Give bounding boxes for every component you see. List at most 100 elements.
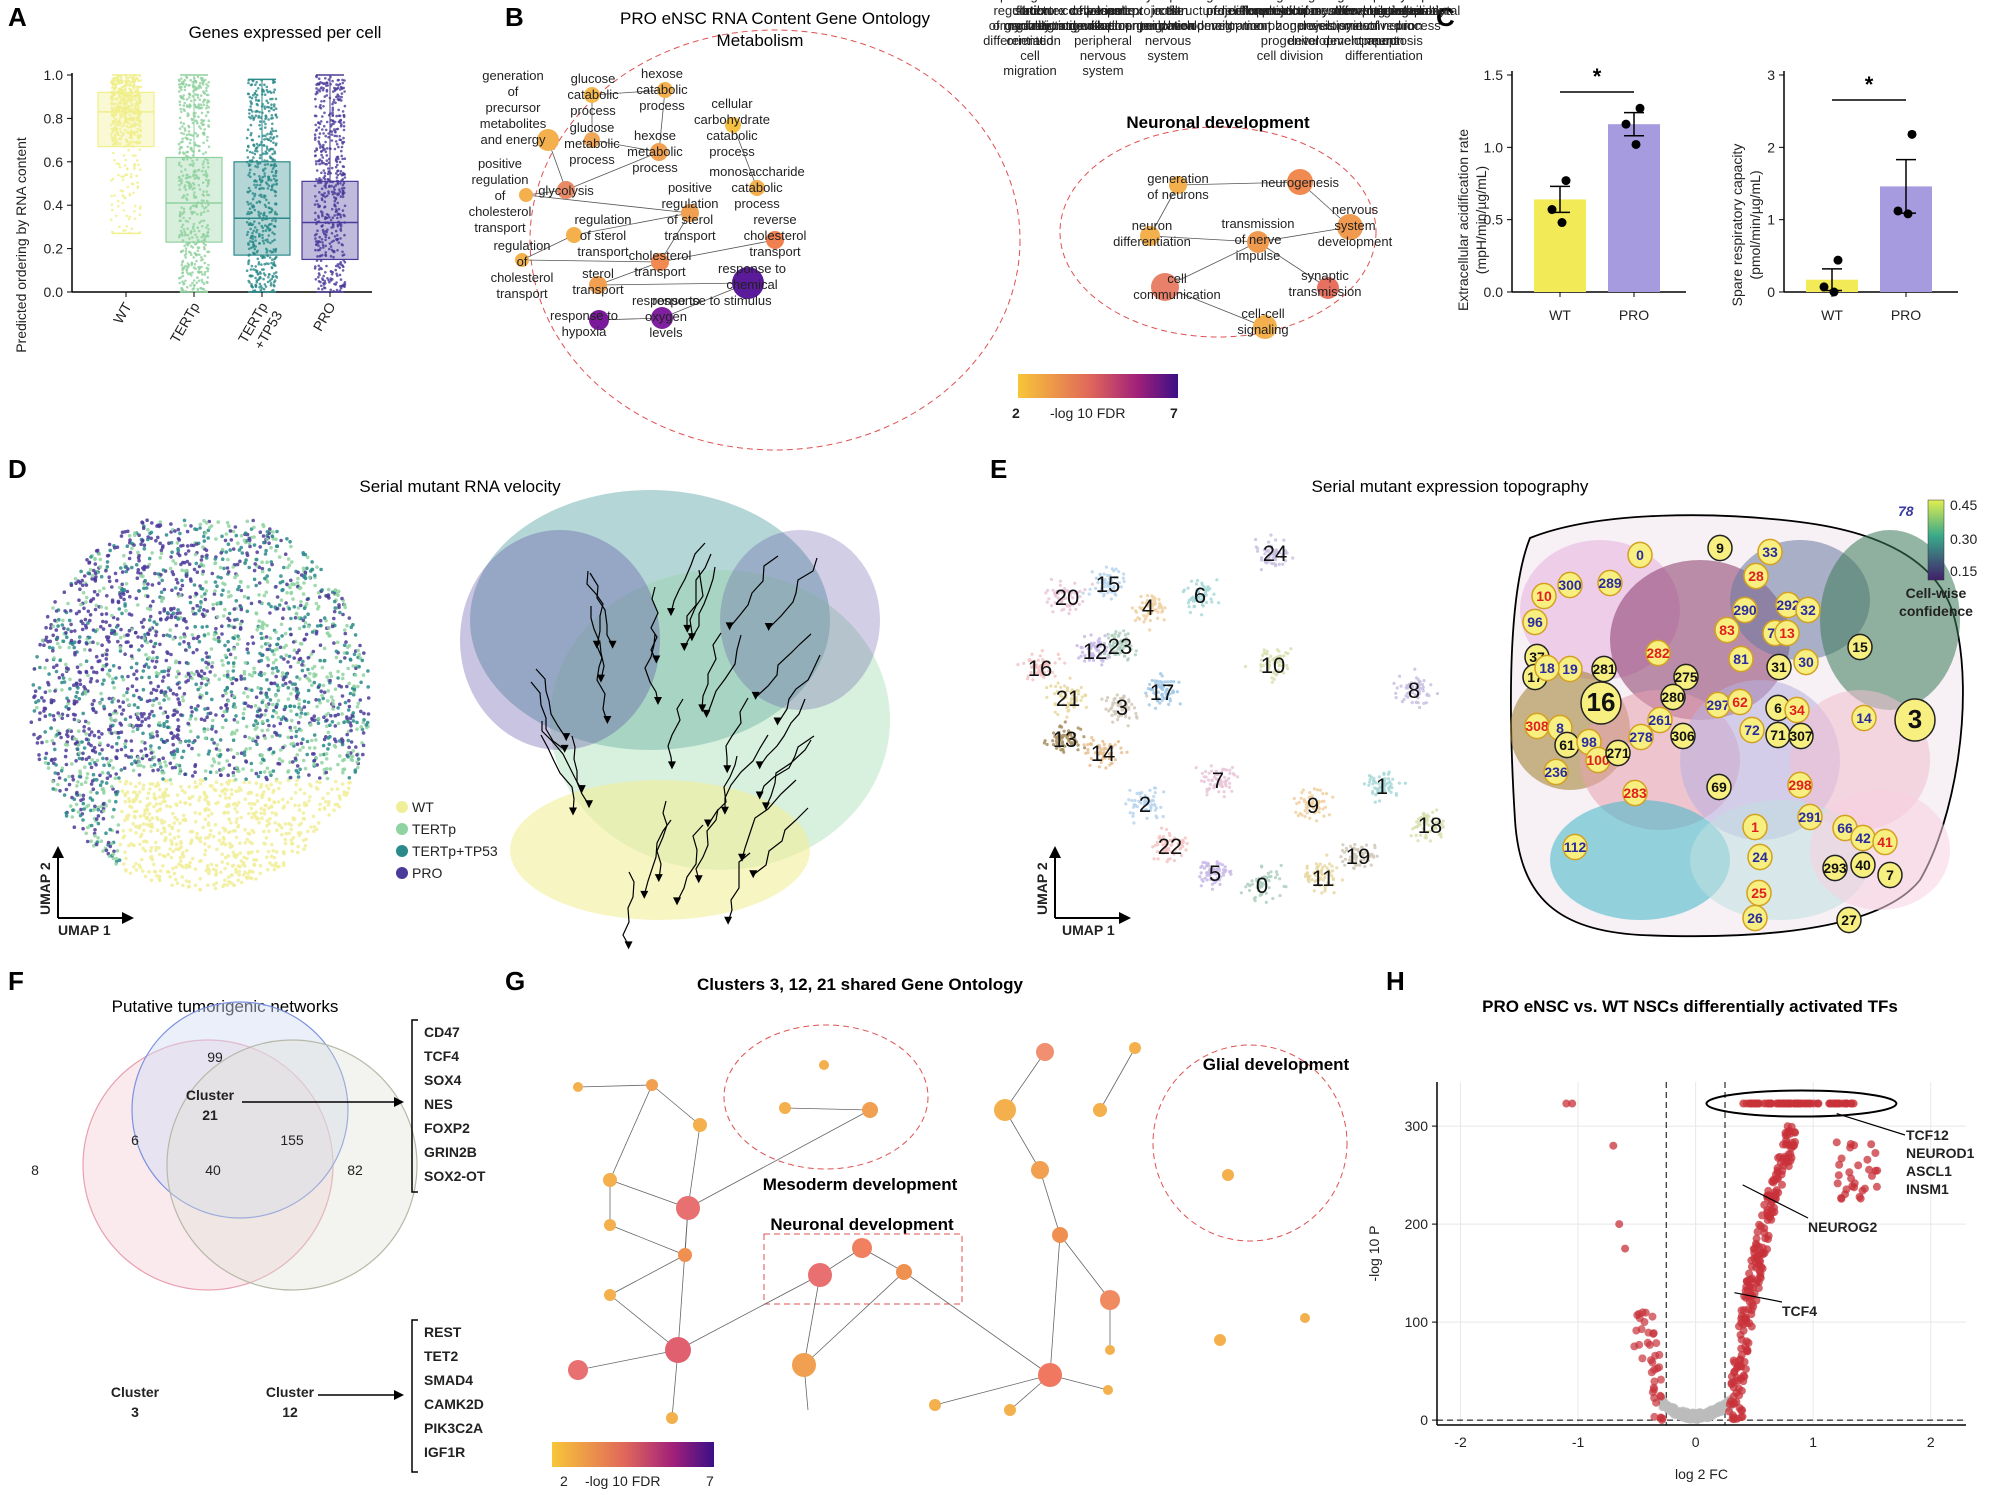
cell-point — [137, 773, 142, 777]
data-point — [126, 185, 130, 189]
cell-point — [149, 854, 154, 859]
cell-point — [291, 640, 296, 644]
cell-point — [37, 753, 41, 757]
cell-point — [234, 777, 238, 782]
cell-point — [295, 581, 300, 585]
data-point — [249, 268, 253, 271]
data-point — [269, 136, 272, 139]
cell-point — [296, 616, 301, 620]
cell-point — [227, 830, 232, 834]
cell-point — [366, 685, 371, 689]
cell-point — [275, 529, 279, 534]
cell-point — [355, 720, 359, 725]
cell-point — [233, 525, 238, 529]
cell-point — [100, 780, 104, 784]
cell-point — [297, 626, 302, 631]
cell-point — [36, 698, 41, 703]
cell-point — [81, 793, 86, 798]
cell-point — [290, 841, 295, 846]
data-point — [187, 124, 190, 128]
cell-point — [353, 673, 358, 677]
cell-point — [132, 864, 136, 869]
data-point — [122, 102, 125, 105]
cell-point — [245, 551, 249, 555]
data-point — [325, 163, 329, 166]
fdr-colorbar — [1018, 374, 1178, 398]
cell-point — [314, 601, 319, 606]
data-point — [249, 275, 253, 278]
cell-point — [243, 701, 248, 706]
cell-point — [225, 759, 229, 763]
data-point — [197, 279, 201, 283]
cell-point — [155, 828, 160, 832]
cell-point — [347, 681, 352, 686]
data-point — [266, 238, 269, 241]
data-point — [263, 138, 266, 141]
cell-point — [188, 600, 193, 605]
cell-point — [267, 687, 271, 692]
cell-point — [157, 581, 161, 586]
cell-point — [295, 742, 300, 746]
cell-point — [186, 641, 191, 646]
cell-point — [300, 663, 304, 667]
cell-point — [128, 804, 132, 809]
cell-point — [190, 856, 195, 861]
cell-point — [239, 607, 244, 612]
data-point — [122, 133, 125, 136]
cell-point — [258, 545, 263, 549]
data-point — [273, 150, 276, 153]
cell-point — [146, 791, 151, 795]
cell-point — [127, 723, 132, 728]
cell-point — [272, 800, 277, 805]
cell-point — [70, 774, 75, 779]
replicate-point — [1903, 209, 1913, 219]
data-point — [124, 117, 128, 120]
cell-point — [176, 834, 181, 839]
data-point — [195, 236, 199, 239]
data-point — [270, 261, 273, 265]
cell-point — [246, 596, 250, 600]
go-term-label: glucose metabolic process — [564, 120, 620, 167]
cell-point — [183, 801, 187, 805]
data-point — [266, 147, 269, 151]
cell-point — [235, 642, 240, 646]
cell-point — [141, 731, 145, 736]
cell-point — [179, 544, 183, 548]
cell-point — [246, 831, 250, 836]
cell-point — [299, 728, 303, 733]
cell-point — [293, 616, 298, 620]
y-tick-label: 2 — [1767, 139, 1775, 155]
cell-point — [104, 848, 109, 853]
cell-point — [215, 770, 219, 774]
cell-point — [82, 746, 87, 750]
go-term-label: reverse cholesterol transport — [744, 212, 807, 259]
data-point — [110, 79, 114, 83]
data-point — [178, 213, 182, 216]
cell-point — [318, 658, 323, 663]
cell-point — [186, 549, 191, 553]
cell-point — [33, 689, 38, 693]
cell-point — [90, 748, 95, 753]
cell-point — [189, 524, 193, 528]
go-term-label: glucose catabolic process — [567, 71, 619, 118]
data-point — [251, 94, 255, 97]
cell-point — [287, 606, 292, 611]
cell-point — [312, 758, 317, 763]
cell-point — [89, 839, 93, 843]
cell-point — [164, 694, 169, 698]
cell-point — [279, 574, 283, 578]
cell-point — [341, 770, 345, 775]
cell-point — [270, 534, 275, 539]
cell-point — [148, 604, 153, 608]
data-point — [323, 171, 327, 175]
data-point — [324, 150, 328, 153]
cell-point — [157, 852, 162, 857]
data-point — [326, 277, 329, 280]
cell-point — [299, 573, 304, 577]
data-point — [203, 92, 206, 95]
cell-point — [204, 589, 209, 593]
data-point — [255, 280, 259, 284]
cell-point — [213, 580, 218, 584]
data-point — [317, 264, 321, 268]
cell-point — [218, 738, 223, 742]
